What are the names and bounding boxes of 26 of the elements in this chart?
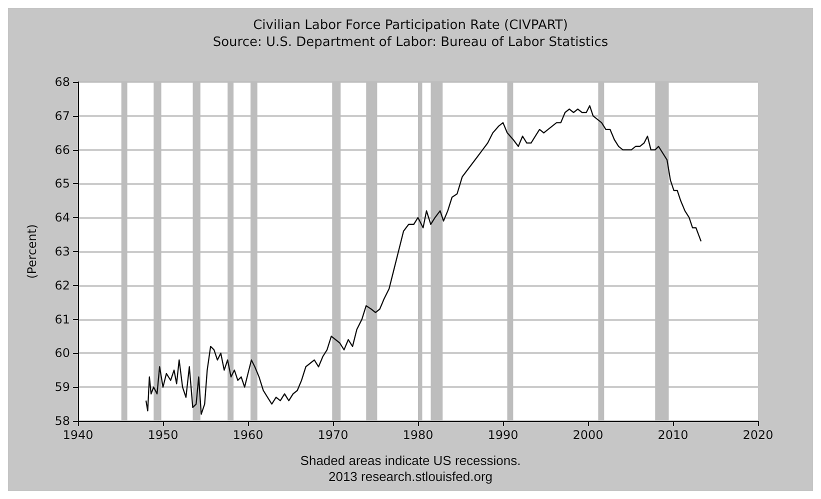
y-tick-label: 68 [54,75,70,89]
x-tick-label: 2000 [572,428,604,442]
x-tick-label: 1990 [488,428,518,442]
y-tick-label: 67 [54,108,70,123]
x-tick-label: 1960 [232,428,264,442]
x-tick-label: 2020 [742,428,774,442]
y-tick-label: 60 [54,346,70,360]
x-tick-label: 1940 [62,428,94,442]
y-tick-label: 59 [54,380,70,394]
line-series [145,105,702,415]
chart-title: Civilian Labor Force Participation Rate (CIVPART) [253,18,568,33]
y-tick-label: 62 [54,278,70,292]
y-axis-title: (Percent) [25,224,39,279]
y-tick-label: 66 [54,142,70,157]
text: Shaded areas indicate US recessions. [300,453,521,468]
y-tick-label: 65 [54,176,70,191]
x-tick-label: 1980 [402,428,434,442]
x-tick-label: 2010 [658,428,688,442]
y-tick-label: 63 [54,244,70,258]
x-tick-label: 1970 [318,428,348,442]
y-tick-label: 61 [54,312,70,326]
y-tick-label: 64 [54,210,70,225]
chart-subtitle: Source: U.S. Department of Labor: Bureau of Labor Statistics [212,35,608,50]
y-tick-label: 58 [54,414,70,428]
text: 2013 research.stlouisfed.org [328,469,493,484]
x-tick-label: 1950 [148,428,178,442]
